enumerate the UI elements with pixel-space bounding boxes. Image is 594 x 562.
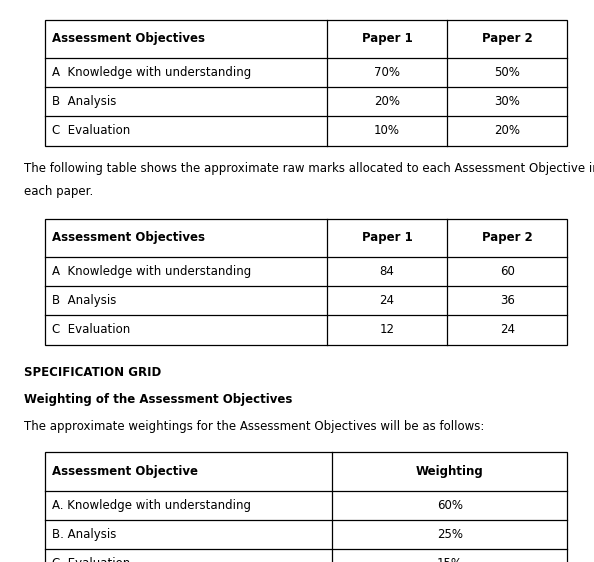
Text: 30%: 30%	[494, 95, 520, 108]
Text: 12: 12	[380, 323, 394, 337]
Text: 10%: 10%	[374, 124, 400, 138]
Text: 24: 24	[500, 323, 514, 337]
Bar	[45, 219, 567, 345]
Text: The following table shows the approximate raw marks allocated to each Assessment: The following table shows the approximat…	[24, 162, 594, 175]
Text: Paper 2: Paper 2	[482, 231, 533, 244]
Text: C. Evaluation: C. Evaluation	[52, 557, 130, 562]
Text: Paper 1: Paper 1	[362, 32, 412, 46]
Text: Assessment Objectives: Assessment Objectives	[52, 32, 205, 46]
Text: 25%: 25%	[437, 528, 463, 541]
Text: Paper 1: Paper 1	[362, 231, 412, 244]
Text: 15%: 15%	[437, 557, 463, 562]
Text: C  Evaluation: C Evaluation	[52, 323, 130, 337]
Text: B  Analysis: B Analysis	[52, 294, 116, 307]
Bar	[45, 20, 567, 146]
Text: 70%: 70%	[374, 66, 400, 79]
Text: SPECIFICATION GRID: SPECIFICATION GRID	[24, 366, 161, 379]
Bar	[45, 452, 567, 562]
Text: 36: 36	[500, 294, 514, 307]
Text: B  Analysis: B Analysis	[52, 95, 116, 108]
Text: 60: 60	[500, 265, 514, 278]
Text: 24: 24	[380, 294, 394, 307]
Text: 20%: 20%	[494, 124, 520, 138]
Text: Weighting: Weighting	[416, 465, 484, 478]
Text: Paper 2: Paper 2	[482, 32, 533, 46]
Text: Weighting of the Assessment Objectives: Weighting of the Assessment Objectives	[24, 393, 292, 406]
Text: C  Evaluation: C Evaluation	[52, 124, 130, 138]
Text: 20%: 20%	[374, 95, 400, 108]
Text: The approximate weightings for the Assessment Objectives will be as follows:: The approximate weightings for the Asses…	[24, 420, 484, 433]
Text: Assessment Objective: Assessment Objective	[52, 465, 198, 478]
Text: A  Knowledge with understanding: A Knowledge with understanding	[52, 265, 251, 278]
Text: 60%: 60%	[437, 498, 463, 512]
Text: A  Knowledge with understanding: A Knowledge with understanding	[52, 66, 251, 79]
Text: each paper.: each paper.	[24, 185, 93, 198]
Text: 84: 84	[380, 265, 394, 278]
Text: Assessment Objectives: Assessment Objectives	[52, 231, 205, 244]
Text: B. Analysis: B. Analysis	[52, 528, 116, 541]
Text: A. Knowledge with understanding: A. Knowledge with understanding	[52, 498, 251, 512]
Text: 50%: 50%	[494, 66, 520, 79]
